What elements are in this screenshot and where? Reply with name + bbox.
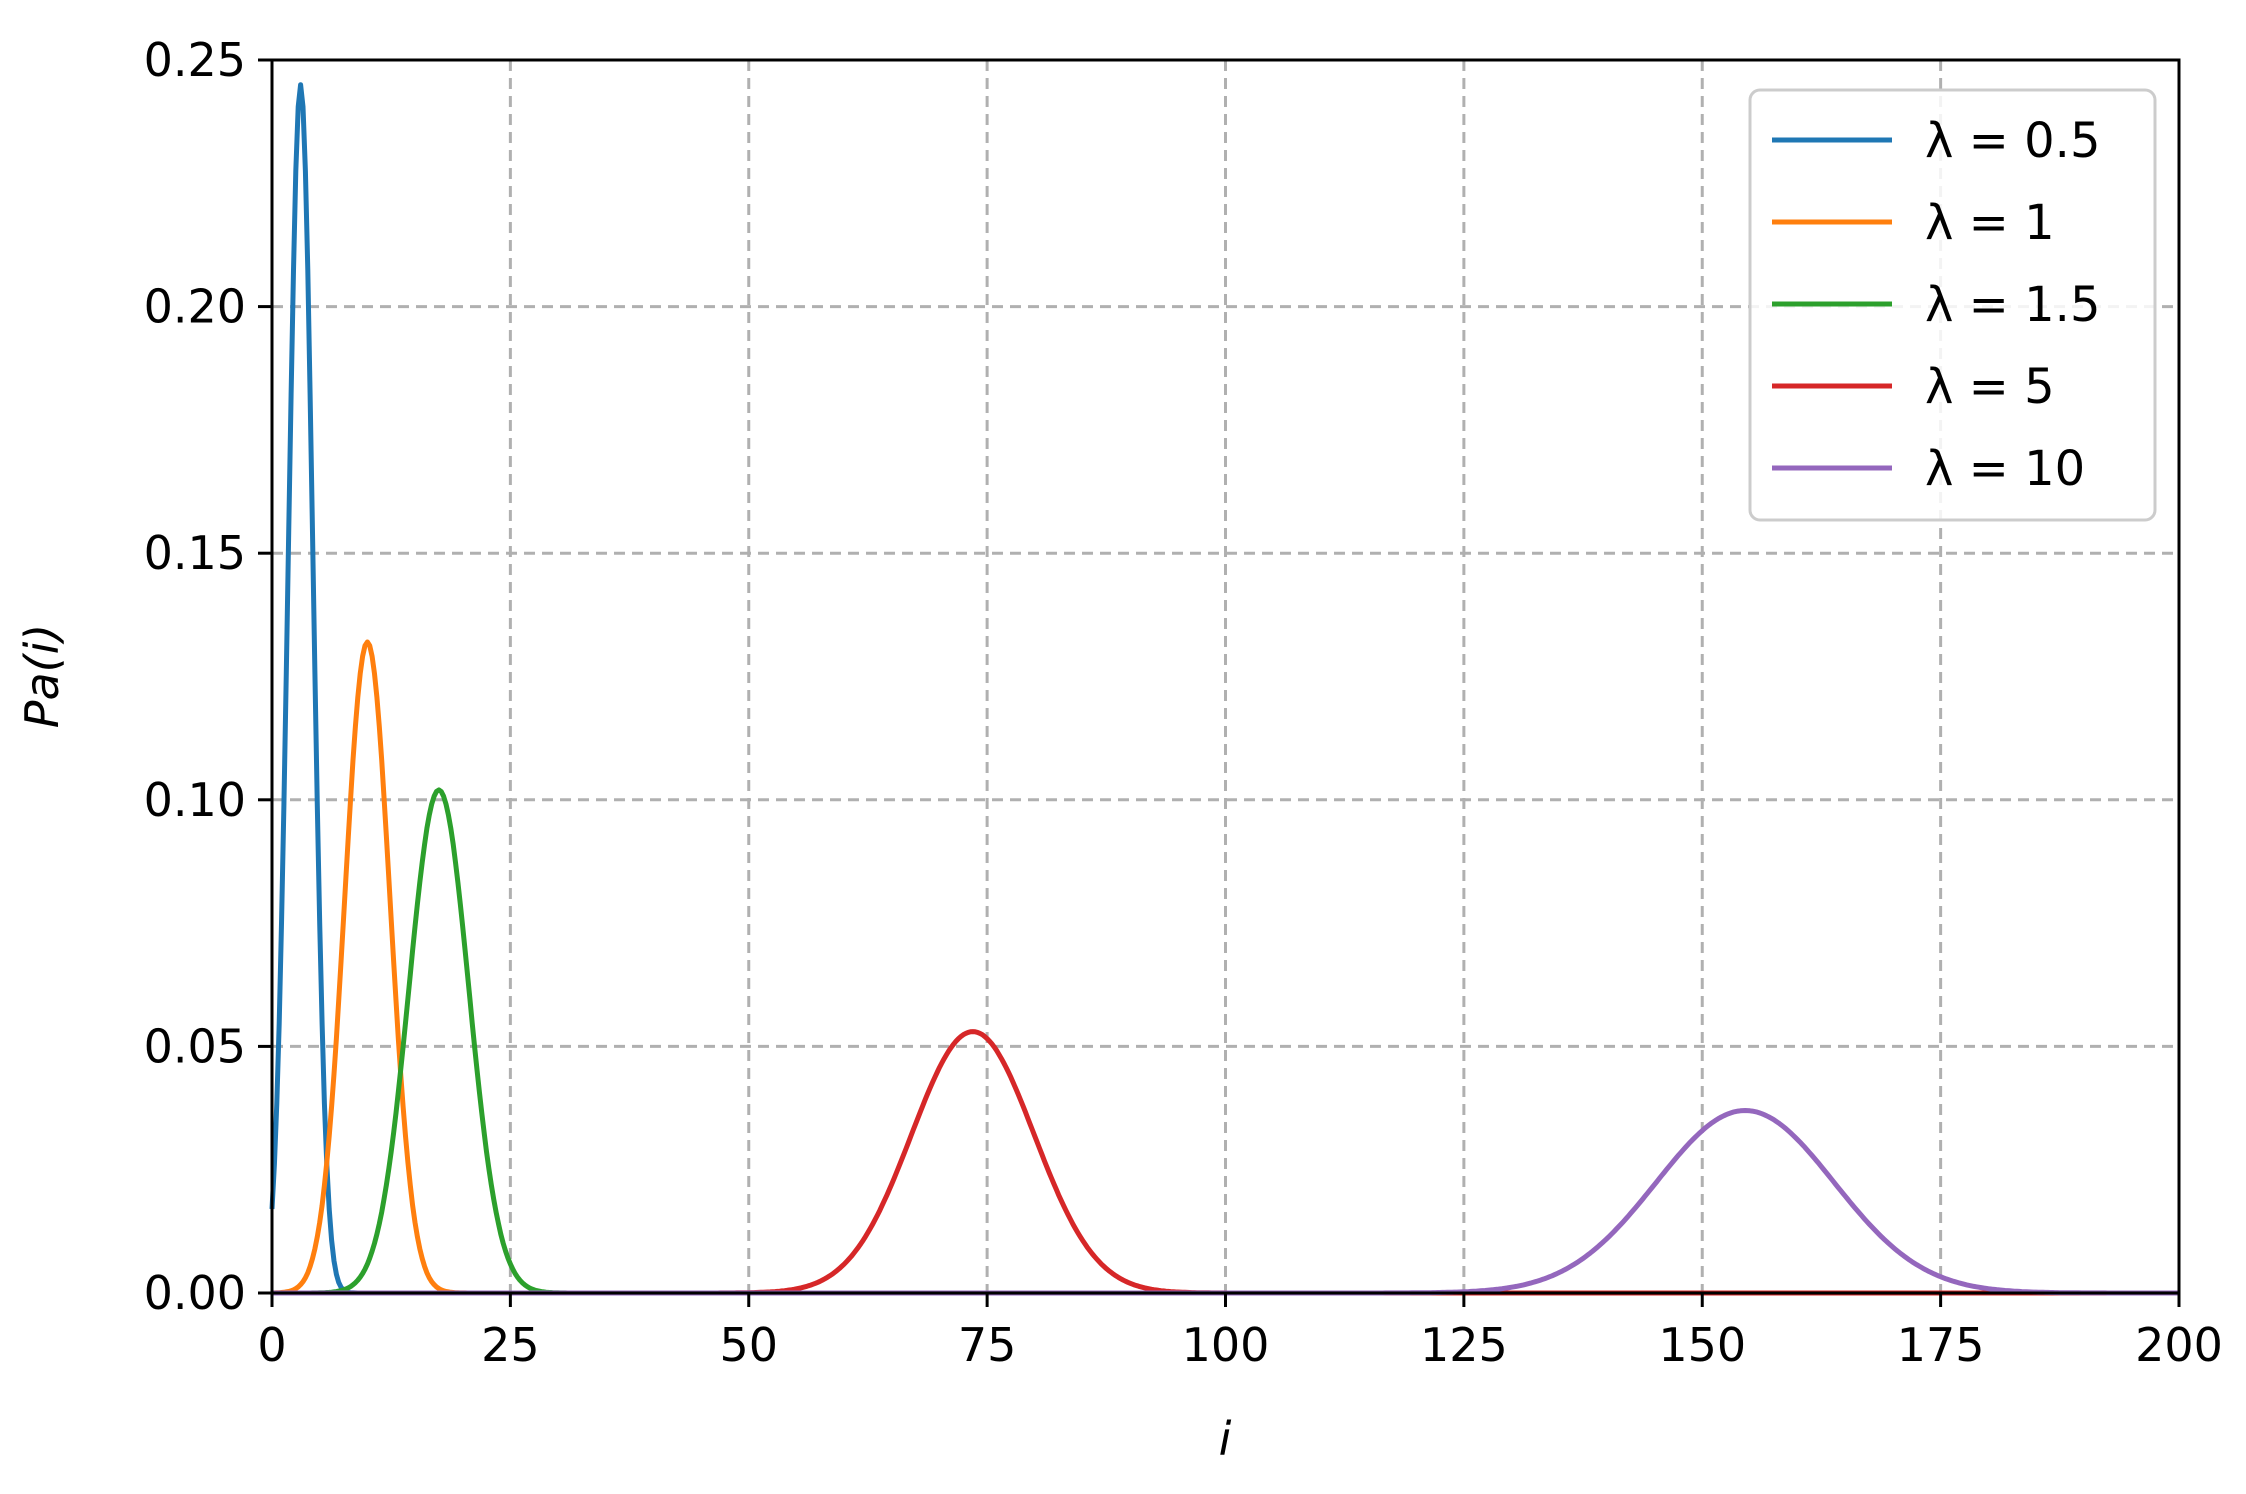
x-tick-label: 125 xyxy=(1420,1318,1508,1372)
legend-label-5: λ = 10 xyxy=(1925,441,2085,497)
x-tick-label: 200 xyxy=(2135,1318,2223,1372)
x-tick-label: 150 xyxy=(1658,1318,1746,1372)
x-tick-label: 175 xyxy=(1897,1318,1985,1372)
y-tick-label: 0.15 xyxy=(144,526,246,580)
y-axis-label: Pa(i) xyxy=(15,624,69,729)
legend-label-1: λ = 0.5 xyxy=(1925,113,2100,169)
x-tick-label: 100 xyxy=(1182,1318,1270,1372)
y-tick-label: 0.25 xyxy=(144,33,246,87)
y-tick-label: 0.20 xyxy=(144,280,246,334)
axis-ticks: 0 25 50 75 100 125 150 175 200 0.00 0.05 0.10 0.15 0.… xyxy=(144,33,2223,1372)
x-tick-label: 0 xyxy=(257,1318,286,1372)
legend-label-2: λ = 1 xyxy=(1925,195,2055,251)
legend: λ = 0.5 λ = 1 λ = 1.5 λ = 5 λ = 10 xyxy=(1748,88,2157,522)
legend-label-4: λ = 5 xyxy=(1925,359,2055,415)
x-tick-label: 25 xyxy=(481,1318,540,1372)
y-tick-label: 0.00 xyxy=(144,1266,246,1320)
y-tick-label: 0.05 xyxy=(144,1019,246,1073)
x-axis-label: i xyxy=(1219,1412,1232,1466)
y-tick-label: 0.10 xyxy=(144,773,246,827)
legend-label-3: λ = 1.5 xyxy=(1925,277,2100,333)
x-tick-label: 50 xyxy=(719,1318,778,1372)
x-tick-label: 75 xyxy=(958,1318,1017,1372)
legend-box xyxy=(1748,88,2157,522)
